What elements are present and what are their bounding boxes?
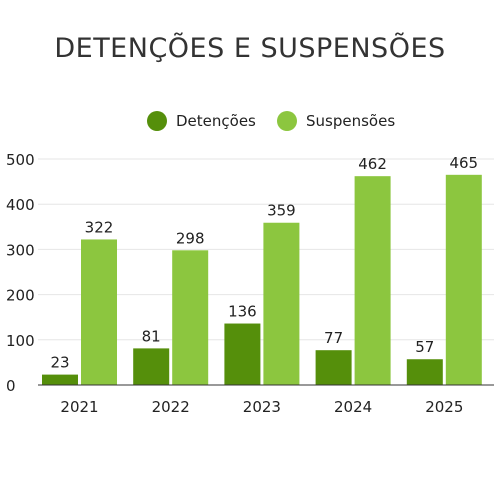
y-tick-label-300: 300 [6,241,35,259]
data-label-suspensoes-2022: 298 [176,229,205,247]
y-tick-label-400: 400 [6,196,35,214]
data-label-detencoes-2024: 77 [324,329,343,347]
x-axis: 2021 2022 2023 2024 2025 [38,384,494,416]
y-axis: 0 100 200 300 400 500 [6,151,35,395]
bar-suspensoes-2023 [263,222,300,385]
data-label-suspensoes-2025: 465 [449,154,478,172]
data-label-detencoes-2022: 81 [142,327,161,345]
data-label-detencoes-2025: 57 [415,338,434,356]
x-tick-label-2022: 2022 [152,398,190,416]
bar-suspensoes-2021 [81,239,117,385]
legend-item-suspensoes: Suspensões [277,111,395,131]
data-label-suspensoes-2021: 322 [85,218,114,236]
y-tick-label-500: 500 [6,151,35,169]
bar-detencoes-2024 [315,350,352,385]
x-tick-label-2021: 2021 [60,398,98,416]
y-tick-label-100: 100 [6,332,35,350]
data-label-detencoes-2023: 136 [228,303,257,321]
legend-label-suspensoes: Suspensões [306,112,395,130]
data-label-suspensoes-2024: 462 [358,155,387,173]
legend-item-detencoes: Detenções [147,111,256,131]
bar-detencoes-2023 [224,323,261,385]
data-label-suspensoes-2023: 359 [267,202,296,220]
x-tick-label-2025: 2025 [425,398,463,416]
y-tick-label-200: 200 [6,287,35,305]
chart-title: DETENÇÕES E SUSPENSÕES [54,32,445,64]
legend: Detenções Suspensões [147,111,395,131]
bar-detencoes-2021 [42,374,78,385]
x-tick-label-2024: 2024 [334,398,372,416]
bar-detencoes-2022 [133,348,170,385]
y-tick-label-0: 0 [6,377,16,395]
legend-swatch-detencoes [147,111,167,131]
bar-suspensoes-2025 [445,174,482,385]
bar-suspensoes-2024 [354,176,391,385]
bar-suspensoes-2022 [172,250,209,385]
bars: 23 322 81 298 136 359 77 462 57 465 [42,154,482,385]
x-tick-label-2023: 2023 [243,398,281,416]
data-label-detencoes-2021: 23 [50,354,69,372]
legend-label-detencoes: Detenções [176,112,256,130]
legend-swatch-suspensoes [277,111,297,131]
bar-detencoes-2025 [406,359,443,385]
